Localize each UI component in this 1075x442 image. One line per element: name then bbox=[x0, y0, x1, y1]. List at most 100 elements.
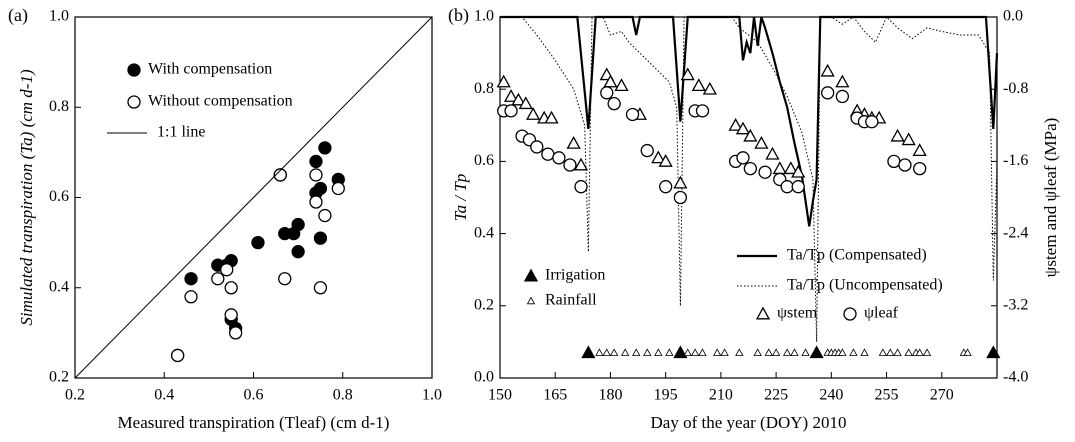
data-point bbox=[758, 165, 772, 179]
data-point bbox=[849, 348, 858, 356]
data-point bbox=[780, 180, 794, 194]
data-point bbox=[278, 272, 292, 286]
data-point bbox=[600, 86, 614, 100]
y-tick-label: 0.4 bbox=[49, 278, 69, 295]
data-point bbox=[673, 345, 688, 359]
data-point bbox=[607, 96, 621, 111]
x-tick-label: 150 bbox=[488, 387, 512, 404]
data-point bbox=[518, 96, 533, 110]
data-point bbox=[574, 180, 588, 194]
data-point bbox=[309, 168, 323, 182]
y-tick-label: 1.0 bbox=[49, 8, 69, 25]
y-axis-label: Ta / Tp bbox=[451, 174, 470, 222]
data-point bbox=[765, 146, 780, 160]
legend-marker bbox=[127, 63, 141, 77]
data-point bbox=[898, 158, 912, 172]
data-point bbox=[683, 348, 692, 356]
data-point bbox=[309, 195, 323, 209]
data-point bbox=[581, 345, 596, 359]
y-tick-label: 0.6 bbox=[49, 188, 69, 205]
data-point bbox=[782, 348, 792, 356]
y-tick-label: 0.6 bbox=[474, 152, 494, 169]
data-point bbox=[530, 140, 544, 154]
data-point bbox=[220, 263, 234, 277]
data-point bbox=[566, 136, 581, 149]
plot-frame bbox=[499, 16, 998, 379]
data-point bbox=[901, 132, 916, 146]
data-point bbox=[273, 168, 287, 182]
y-axis-label: Simulated transpiration (Ta) (cm d-1) bbox=[17, 69, 36, 326]
data-point bbox=[609, 348, 619, 356]
data-point bbox=[313, 281, 328, 295]
data-point bbox=[820, 63, 835, 77]
data-point bbox=[680, 67, 695, 81]
legend-marker bbox=[843, 307, 857, 321]
x-tick-label: 0.6 bbox=[244, 387, 264, 404]
legend-marker bbox=[755, 306, 771, 320]
data-point bbox=[651, 150, 666, 164]
data-point bbox=[643, 348, 652, 356]
y-tick-label: 0.8 bbox=[49, 98, 69, 115]
data-point bbox=[614, 78, 629, 92]
data-point bbox=[809, 345, 824, 359]
data-point bbox=[702, 81, 717, 95]
data-point bbox=[720, 348, 729, 356]
data-point bbox=[309, 154, 323, 169]
data-point bbox=[313, 181, 328, 196]
x-tick-label: 240 bbox=[819, 387, 843, 404]
data-point bbox=[764, 348, 773, 356]
data-point bbox=[511, 92, 526, 106]
legend-label: Ta/Tp (Compensated) bbox=[787, 247, 927, 264]
y-tick-label: 1.0 bbox=[474, 8, 494, 25]
data-point bbox=[658, 154, 673, 167]
data-point bbox=[790, 348, 799, 356]
data-point bbox=[887, 154, 901, 169]
data-point bbox=[878, 348, 888, 356]
legend-marker bbox=[127, 95, 141, 109]
y2-tick-label: 0.0 bbox=[1003, 8, 1023, 25]
data-point bbox=[886, 348, 895, 356]
data-point bbox=[772, 161, 787, 175]
data-point bbox=[503, 89, 519, 102]
data-point bbox=[736, 151, 750, 165]
x-tick-label: 165 bbox=[543, 387, 567, 404]
data-point bbox=[743, 128, 758, 142]
data-point bbox=[913, 161, 927, 176]
data-point bbox=[313, 231, 328, 245]
data-line bbox=[74, 16, 433, 379]
data-point bbox=[912, 143, 927, 157]
data-point bbox=[695, 104, 710, 118]
x-tick-label: 0.2 bbox=[65, 387, 85, 404]
x-axis-label: Measured transpiration (Tleaf) (cm d-1) bbox=[118, 413, 390, 432]
legend-marker bbox=[526, 296, 536, 305]
x-tick-label: 210 bbox=[709, 387, 733, 404]
legend-label: With compensation bbox=[148, 61, 272, 78]
data-point bbox=[603, 74, 618, 88]
data-point bbox=[552, 151, 566, 165]
data-point bbox=[890, 128, 905, 142]
data-point bbox=[224, 281, 238, 295]
data-point bbox=[211, 272, 225, 286]
data-point bbox=[504, 104, 518, 118]
y2-tick-label: -1.6 bbox=[1003, 152, 1028, 169]
y-tick-label: 0.2 bbox=[49, 369, 69, 386]
data-point bbox=[713, 348, 722, 356]
x-axis-label: Day of the year (DOY) 2010 bbox=[651, 413, 847, 432]
panel-label: (a) bbox=[8, 5, 28, 26]
legend-marker bbox=[523, 268, 539, 282]
y-tick-label: 0.4 bbox=[474, 224, 494, 241]
data-point bbox=[291, 217, 305, 232]
data-point bbox=[904, 348, 913, 356]
data-point bbox=[602, 348, 611, 356]
data-point bbox=[690, 348, 700, 356]
data-point bbox=[791, 164, 806, 178]
y2-tick-label: -3.2 bbox=[1003, 296, 1028, 313]
data-point bbox=[318, 141, 332, 155]
data-point bbox=[224, 308, 238, 322]
x-tick-label: 195 bbox=[654, 387, 678, 404]
data-point bbox=[835, 89, 850, 104]
legend-label: Ta/Tp (Uncompensated) bbox=[787, 277, 943, 294]
data-point bbox=[563, 158, 577, 172]
panel-label: (b) bbox=[448, 5, 469, 26]
